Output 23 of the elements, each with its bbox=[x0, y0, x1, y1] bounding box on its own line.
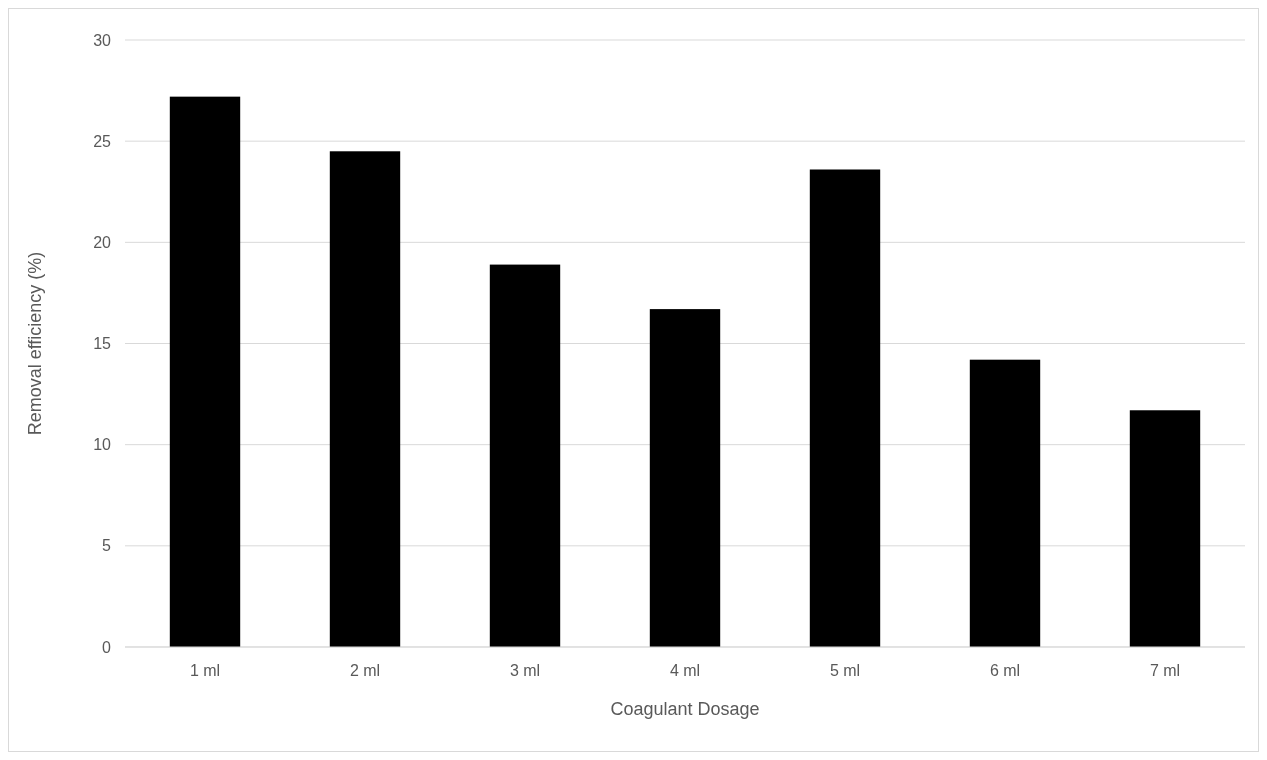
bar bbox=[1129, 410, 1201, 647]
y-tick-label: 0 bbox=[102, 638, 112, 656]
x-tick-label: 3 ml bbox=[509, 662, 541, 679]
bar bbox=[329, 151, 401, 647]
y-tick-label: 5 bbox=[102, 537, 112, 555]
x-tick-label: 4 ml bbox=[669, 662, 701, 679]
x-tick-label: 2 ml bbox=[349, 662, 381, 679]
y-tick-label: 25 bbox=[93, 132, 112, 150]
y-tick-label: 20 bbox=[93, 233, 112, 251]
bar bbox=[969, 359, 1041, 647]
x-axis-title: Coagulant Dosage bbox=[610, 699, 760, 719]
bar bbox=[649, 309, 721, 647]
bar bbox=[489, 264, 561, 647]
bar bbox=[169, 96, 241, 647]
y-tick-label: 15 bbox=[93, 335, 112, 353]
y-tick-label: 30 bbox=[93, 31, 112, 49]
x-tick-label: 5 ml bbox=[829, 662, 861, 679]
bar bbox=[809, 169, 881, 647]
x-tick-label: 1 ml bbox=[189, 662, 221, 679]
y-axis-title: Removal efficiency (%) bbox=[25, 251, 45, 436]
y-tick-label: 10 bbox=[93, 436, 112, 454]
x-tick-label: 7 ml bbox=[1149, 662, 1181, 679]
x-tick-label: 6 ml bbox=[989, 662, 1021, 679]
